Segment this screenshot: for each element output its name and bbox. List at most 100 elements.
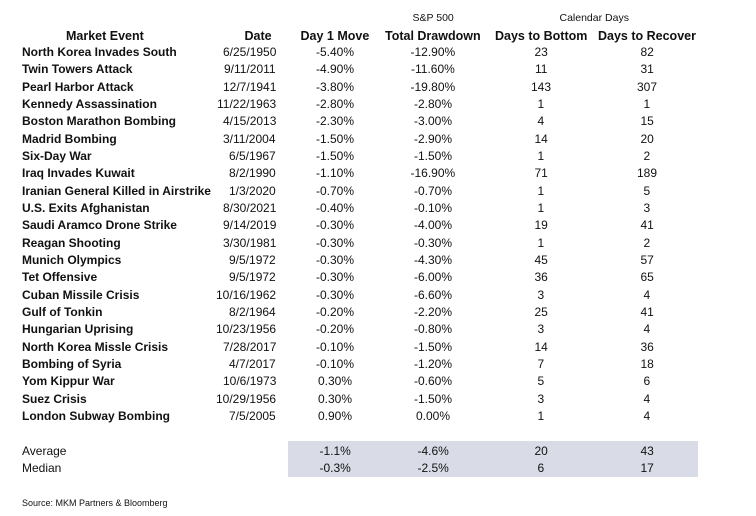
table-cell: 1 bbox=[537, 148, 545, 163]
table-cell: -2.30% bbox=[316, 114, 355, 129]
summary-cell: -0.3% bbox=[319, 461, 351, 475]
table-cell: 3/11/2004 bbox=[223, 131, 276, 146]
table-cell: -3.80% bbox=[316, 79, 355, 94]
group-header: Calendar Days bbox=[559, 12, 629, 24]
table-cell: 15 bbox=[640, 114, 654, 129]
table-cell: 8/2/1990 bbox=[229, 166, 276, 181]
event-name: Tet Offensive bbox=[22, 270, 98, 285]
table-cell: 7 bbox=[537, 356, 545, 371]
table-cell: -0.30% bbox=[316, 218, 355, 233]
event-name: Suez Crisis bbox=[22, 391, 87, 406]
table-cell: 9/5/1972 bbox=[229, 252, 276, 267]
event-name: Boston Marathon Bombing bbox=[22, 114, 176, 129]
summary-cell: 20 bbox=[534, 444, 548, 458]
table-cell: 36 bbox=[534, 270, 548, 285]
table-cell: 1/3/2020 bbox=[229, 183, 276, 198]
table-cell: 5 bbox=[537, 374, 545, 389]
event-name: Six-Day War bbox=[22, 148, 92, 163]
table-cell: 1 bbox=[537, 200, 545, 215]
table-cell: 0.30% bbox=[318, 391, 353, 406]
table-cell: 1 bbox=[537, 235, 545, 250]
table-cell: 5 bbox=[643, 183, 651, 198]
source-note: Source: MKM Partners & Bloomberg bbox=[22, 498, 168, 508]
summary-label: Average bbox=[22, 444, 67, 458]
table-cell: -6.00% bbox=[414, 270, 453, 285]
table-cell: 1 bbox=[537, 96, 545, 111]
event-name: North Korea Invades South bbox=[22, 45, 177, 59]
table-cell: 65 bbox=[640, 270, 654, 285]
table-cell: -0.30% bbox=[316, 287, 355, 302]
event-name: Munich Olympics bbox=[22, 252, 122, 267]
table-cell: -0.30% bbox=[316, 270, 355, 285]
table-cell: 6/5/1967 bbox=[229, 148, 276, 163]
table-cell: 8/30/2021 bbox=[223, 200, 277, 215]
table-cell: 10/29/1956 bbox=[216, 391, 277, 406]
table-cell: -16.90% bbox=[410, 166, 456, 181]
table-cell: -1.50% bbox=[414, 391, 453, 406]
table-cell: -1.50% bbox=[316, 131, 355, 146]
table-cell: 307 bbox=[637, 79, 658, 94]
table-cell: 11 bbox=[535, 62, 548, 77]
group-header: S&P 500 bbox=[412, 12, 454, 24]
table-cell: 189 bbox=[637, 166, 658, 181]
table-cell: -0.30% bbox=[316, 252, 355, 267]
table-cell: 4/7/2017 bbox=[229, 356, 276, 371]
table-cell: 1 bbox=[643, 96, 651, 111]
event-name: Bombing of Syria bbox=[22, 356, 122, 371]
table-cell: -11.60% bbox=[411, 62, 455, 77]
table-cell: 18 bbox=[640, 356, 654, 371]
table-cell: -2.20% bbox=[414, 304, 453, 319]
table-cell: 57 bbox=[640, 252, 654, 267]
table-cell: 2 bbox=[643, 235, 651, 250]
table-cell: 4 bbox=[643, 391, 651, 406]
table-cell: 3 bbox=[537, 287, 545, 302]
event-name: Kennedy Assassination bbox=[22, 96, 157, 111]
table-cell: -19.80% bbox=[410, 79, 456, 94]
summary-cell: 43 bbox=[640, 444, 654, 458]
table-cell: -1.10% bbox=[316, 166, 355, 181]
table-cell: 20 bbox=[640, 131, 654, 146]
column-header: Days to Recover bbox=[598, 29, 696, 43]
event-name: Gulf of Tonkin bbox=[22, 304, 103, 319]
table-cell: -0.40% bbox=[316, 200, 355, 215]
table-cell: 9/5/1972 bbox=[229, 270, 276, 285]
table-cell: 25 bbox=[534, 304, 548, 319]
table-cell: 4 bbox=[643, 408, 651, 423]
column-header: Days to Bottom bbox=[495, 29, 588, 43]
event-name: Saudi Aramco Drone Strike bbox=[22, 218, 177, 233]
table-cell: -2.90% bbox=[414, 131, 453, 146]
table-cell: -0.20% bbox=[316, 304, 355, 319]
table-cell: 41 bbox=[640, 304, 654, 319]
table-cell: 36 bbox=[640, 339, 654, 354]
table-cell: 6/25/1950 bbox=[223, 45, 277, 59]
table-cell: 10/16/1962 bbox=[216, 287, 277, 302]
event-name: Reagan Shooting bbox=[22, 235, 121, 250]
event-name: Twin Towers Attack bbox=[22, 62, 133, 77]
table-cell: -0.10% bbox=[316, 356, 355, 371]
table-cell: 9/14/2019 bbox=[223, 218, 277, 233]
column-header: Total Drawdown bbox=[385, 29, 481, 43]
table-cell: -1.50% bbox=[414, 339, 453, 354]
table-cell: -2.80% bbox=[414, 96, 453, 111]
table-cell: 41 bbox=[640, 218, 654, 233]
summary-cell: 17 bbox=[640, 461, 654, 475]
table-cell: -0.80% bbox=[414, 322, 453, 337]
table-cell: 82 bbox=[640, 45, 654, 59]
table-cell: 0.30% bbox=[318, 374, 353, 389]
table-cell: 4 bbox=[643, 287, 651, 302]
table-cell: 1 bbox=[537, 408, 545, 423]
event-name: Iraq Invades Kuwait bbox=[22, 166, 135, 181]
table-cell: 0.00% bbox=[416, 408, 451, 423]
summary-cell: -2.5% bbox=[417, 461, 449, 475]
table-cell: 2 bbox=[643, 148, 651, 163]
table-cell: 7/28/2017 bbox=[223, 339, 277, 354]
event-name: Madrid Bombing bbox=[22, 131, 117, 146]
column-header: Market Event bbox=[66, 29, 144, 43]
table-cell: -1.50% bbox=[414, 148, 453, 163]
table-cell: -6.60% bbox=[414, 287, 453, 302]
table-cell: 6 bbox=[643, 374, 651, 389]
table-cell: 14 bbox=[534, 131, 548, 146]
table-cell: -0.70% bbox=[414, 183, 453, 198]
table-cell: 3/30/1981 bbox=[223, 235, 277, 250]
table-cell: -5.40% bbox=[316, 45, 355, 59]
